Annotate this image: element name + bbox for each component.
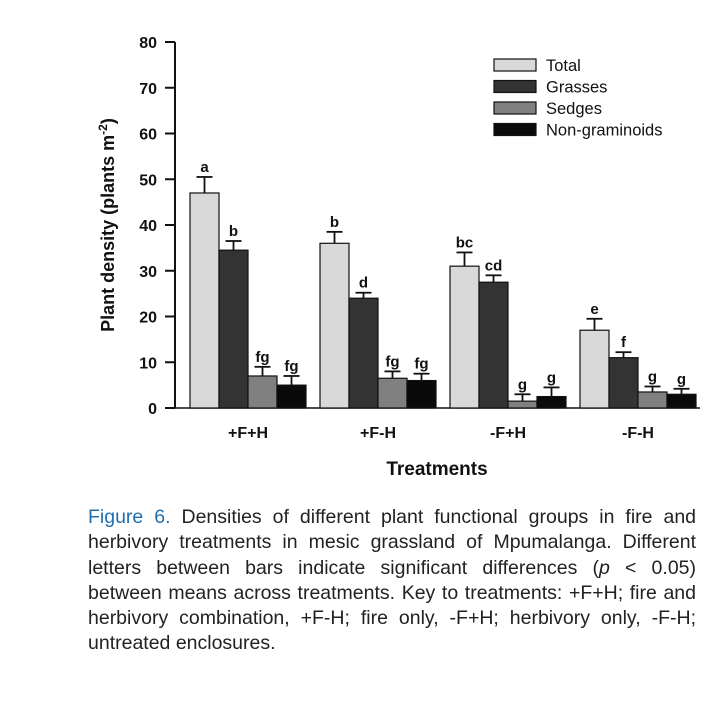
bar-0-1 xyxy=(218,249,249,409)
significance-letter-0-2: fg xyxy=(255,349,269,366)
y-tick-label-2: 20 xyxy=(139,310,157,327)
bar-3-2 xyxy=(637,391,668,409)
legend-swatch-1 xyxy=(493,79,537,94)
bar-2-1 xyxy=(478,281,509,409)
x-tick-label-0: +F+H xyxy=(228,425,268,442)
significance-letter-1-2: fg xyxy=(385,353,399,370)
y-tick-label-5: 50 xyxy=(139,172,157,189)
legend-label-2: Sedges xyxy=(546,100,602,118)
significance-letter-3-3: g xyxy=(677,371,686,388)
y-tick-label-4: 40 xyxy=(139,218,157,235)
y-axis-title-close: ) xyxy=(98,118,118,124)
bar-2-2 xyxy=(507,400,538,409)
significance-letter-1-1: d xyxy=(359,275,368,292)
legend-swatch-2 xyxy=(493,101,537,115)
legend: Total Grasses Sedges Non-graminoids xyxy=(493,57,662,140)
bar-2-0 xyxy=(449,265,480,409)
x-axis-title: Treatments xyxy=(386,459,487,480)
y-axis-title-sup: -2 xyxy=(96,124,110,135)
x-tick-label-3: -F-H xyxy=(622,425,654,442)
caption-p-symbol: p xyxy=(599,556,610,579)
significance-letter-1-3: fg xyxy=(414,356,428,373)
caption-text-2: < 0.05) between means across treatments.… xyxy=(88,556,696,655)
bar-3-3 xyxy=(666,393,697,409)
significance-letter-3-2: g xyxy=(648,368,657,385)
y-tick-label-0: 0 xyxy=(148,401,157,418)
bar-0-3 xyxy=(276,384,307,409)
bar-3-1 xyxy=(608,357,639,409)
bar-0-2 xyxy=(247,375,278,409)
x-tick-label-1: +F-H xyxy=(360,425,396,442)
bar-2-3 xyxy=(536,395,567,409)
y-tick-label-1: 10 xyxy=(139,355,157,372)
bar-1-2 xyxy=(377,377,408,409)
significance-letter-2-2: g xyxy=(518,376,527,393)
significance-letter-3-1: f xyxy=(621,334,627,351)
legend-swatch-3 xyxy=(493,122,537,137)
significance-letter-0-1: b xyxy=(229,223,238,240)
bar-0-0 xyxy=(189,192,220,409)
significance-letter-0-3: fg xyxy=(284,358,298,375)
y-axis-title-main: Plant density (plants m xyxy=(98,135,118,332)
significance-letter-1-0: b xyxy=(330,214,339,231)
significance-letter-2-0: bc xyxy=(456,234,474,251)
bar-1-1 xyxy=(348,297,379,409)
legend-label-0: Total xyxy=(546,57,581,75)
legend-label-3: Non-graminoids xyxy=(546,122,662,140)
significance-letter-0-0: a xyxy=(200,159,209,176)
x-tick-label-2: -F+H xyxy=(490,425,526,442)
y-tick-label-7: 70 xyxy=(139,81,157,98)
bar-3-0 xyxy=(579,329,610,409)
significance-letter-3-0: e xyxy=(590,301,598,318)
legend-label-1: Grasses xyxy=(546,79,607,97)
y-axis-title: Plant density (plants m-2) xyxy=(96,118,118,332)
figure-caption: Figure 6. Densities of different plant f… xyxy=(88,505,696,657)
legend-swatch-0 xyxy=(493,58,537,72)
y-tick-label-6: 60 xyxy=(139,127,157,144)
bar-1-3 xyxy=(406,379,437,409)
significance-letter-2-1: cd xyxy=(485,257,503,274)
y-tick-label-8: 80 xyxy=(139,35,157,52)
significance-letter-2-3: g xyxy=(547,369,556,386)
caption-label: Figure 6. xyxy=(88,506,171,528)
caption-text-1: Densities of different plant functional … xyxy=(88,506,697,579)
bar-1-0 xyxy=(319,242,350,409)
y-tick-label-3: 30 xyxy=(139,264,157,281)
